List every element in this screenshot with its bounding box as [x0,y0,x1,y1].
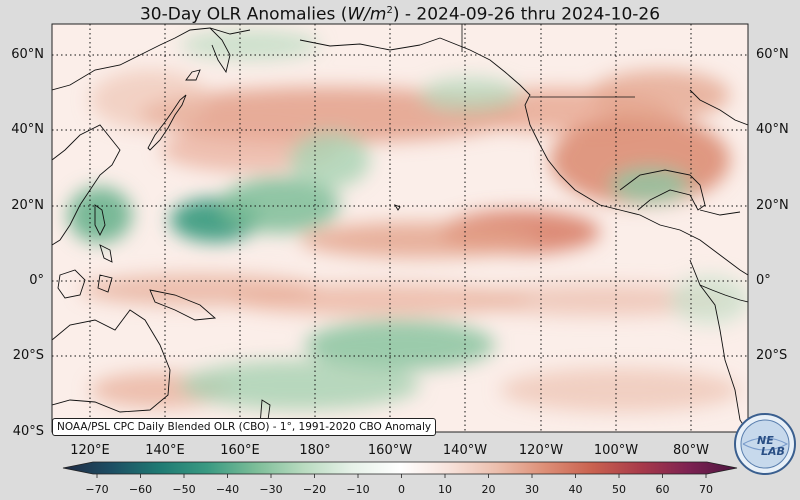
latitude-label: 0° [756,273,771,288]
longitude-label: 120°E [70,443,110,458]
latitude-label: 20°N [11,198,44,213]
colorbar-tick-label: −10 [346,483,370,496]
longitude-label: 140°E [145,443,185,458]
colorbar-tick-label: −70 [85,483,109,496]
colorbar-tick-label: 0 [398,483,405,496]
colorbar-tick-label: 20 [481,483,496,496]
latitude-label: 60°N [756,47,789,62]
latitude-label: 0° [29,273,44,288]
graticule [52,24,748,432]
colorbar-tick-label: 60 [655,483,670,496]
latitude-label: 20°S [756,348,788,363]
latitude-label: 40°S [12,424,44,439]
colorbar-tick-label: −50 [172,483,196,496]
map-area [52,24,748,432]
longitude-label: 140°W [442,443,488,458]
svg-text:LAB: LAB [761,445,785,458]
latitude-label: 20°N [756,198,789,213]
colorbar-tick-label: −40 [215,483,240,496]
colorbar-tick-label: −30 [259,483,283,496]
longitude-label: 160°W [367,443,413,458]
colorbar-ticks [96,474,707,478]
colorbar [62,461,738,475]
colorbar-tick-label: 70 [699,483,713,496]
colorbar-tick-label: 40 [568,483,583,496]
data-source-credit: NOAA/PSL CPC Daily Blended OLR (CBO) - 1… [52,418,437,436]
latitude-label: 60°N [11,47,44,62]
latitude-label: 20°S [12,348,44,363]
colorbar-tick-label: −60 [128,483,153,496]
colorbar-tick-label: −20 [302,483,327,496]
colorbar-bar [62,461,738,475]
colorbar-tick-label: 10 [438,483,452,496]
longitude-label: 120°W [518,443,564,458]
svg-text:NE: NE [757,434,774,447]
longitude-label: 100°W [593,443,639,458]
colorbar-tick-label: 50 [612,483,626,496]
latitude-label: 40°N [11,122,44,137]
latitude-label: 40°N [756,122,789,137]
nexlab-logo: NE LAB [734,413,796,475]
longitude-label: 160°E [220,443,260,458]
longitude-label: 180° [299,443,331,458]
longitude-label: 80°W [673,443,709,458]
coastlines [52,27,748,432]
colorbar-tick-label: 30 [525,483,539,496]
map-title: 30-Day OLR Anomalies (W/m2) - 2024-09-26… [139,4,661,25]
